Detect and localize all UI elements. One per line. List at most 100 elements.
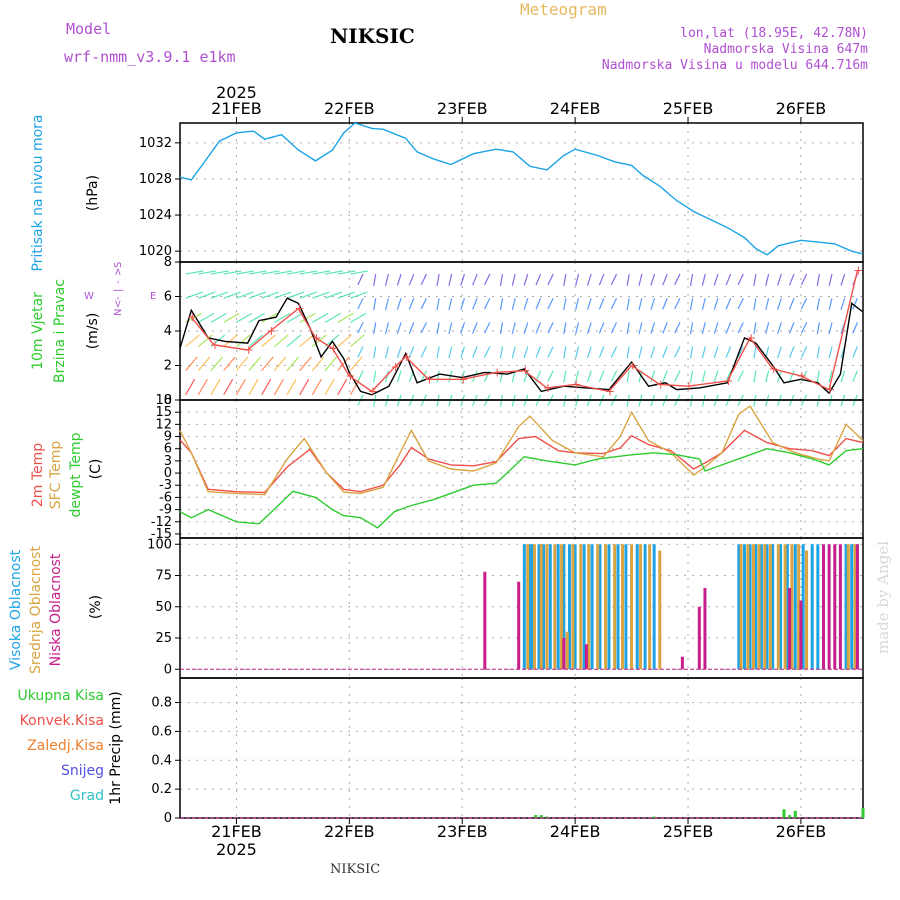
wind-barb — [248, 334, 264, 347]
y-tick-label: 18 — [155, 393, 172, 408]
bar — [658, 550, 662, 670]
wind-barb — [650, 322, 656, 334]
gust-mark: + — [390, 360, 400, 374]
wind-barb — [248, 378, 259, 396]
gust-mark: + — [571, 377, 581, 391]
panel-frame — [179, 399, 864, 539]
panel-frame — [179, 261, 864, 401]
wind-barb — [725, 346, 732, 358]
bar — [604, 544, 608, 670]
x-tick-label-top: 21FEB — [211, 99, 262, 118]
wind-barb — [396, 273, 402, 286]
wind-barb — [523, 322, 529, 334]
wind-barb — [210, 312, 227, 323]
wind-barb — [210, 378, 221, 396]
bar — [630, 544, 634, 670]
bar — [785, 544, 789, 670]
bar — [596, 544, 600, 670]
model-elevation-label: Nadmorska Visina u modelu 644.716m — [601, 58, 868, 73]
x-tick-label-bottom: 23FEB — [437, 822, 488, 841]
wind-barb — [210, 356, 224, 372]
y-axis-label: 2m Temp — [30, 443, 46, 507]
wind-barb — [586, 370, 592, 383]
wind-barb — [610, 297, 618, 310]
wind-barb — [626, 273, 630, 286]
bar — [526, 544, 530, 670]
bar — [853, 544, 857, 670]
model-name: wrf-nmm_v3.9.1 e1km — [64, 48, 236, 66]
bar — [560, 544, 564, 670]
wind-barb — [273, 334, 289, 347]
bar — [639, 544, 643, 670]
elevation-label: Nadmorska Visina 647m — [703, 42, 868, 57]
wind-barb — [765, 298, 770, 311]
wind-barb — [408, 322, 415, 334]
wind-barb — [626, 298, 630, 311]
bar — [759, 544, 763, 670]
wind-barb — [349, 356, 363, 372]
wind-barb — [286, 356, 300, 372]
wind-barb — [816, 322, 820, 335]
wind-barb — [701, 322, 706, 335]
wind-barb — [852, 370, 858, 383]
wind-barb — [235, 356, 249, 372]
wind-barb — [420, 370, 427, 382]
wind-barb — [511, 298, 516, 311]
wind-barb — [286, 378, 297, 396]
y-tick-label: 0 — [164, 393, 172, 408]
wind-barb — [185, 270, 204, 275]
wind-barb — [701, 298, 706, 311]
wind-barb — [828, 298, 833, 311]
wind-barb — [261, 334, 276, 347]
gust-mark: + — [628, 359, 638, 373]
wind-barb — [575, 322, 580, 335]
gust-mark: + — [656, 377, 666, 391]
compass-east: E — [150, 291, 156, 302]
wind-barb — [547, 370, 554, 382]
wind-barb — [357, 370, 364, 382]
wind-barb — [662, 370, 668, 383]
wind-barb — [396, 370, 402, 383]
wind-barb — [765, 273, 770, 286]
y-tick-label: 1032 — [139, 136, 172, 151]
wind-barb — [248, 291, 267, 299]
wind-barb — [408, 273, 415, 286]
wind-barb — [816, 298, 820, 311]
wind-barb — [436, 273, 440, 286]
wind-barb — [198, 312, 215, 323]
wind-barb — [840, 273, 846, 286]
wind-barb — [563, 322, 567, 335]
bar — [754, 544, 758, 670]
wind-barb — [662, 298, 668, 310]
gust-mark: + — [187, 310, 197, 324]
wind-barb — [547, 273, 554, 286]
bar — [553, 544, 557, 670]
bar — [793, 810, 797, 818]
compass-glyph: N — [113, 309, 124, 316]
bar — [782, 809, 786, 818]
bar — [562, 638, 566, 670]
wind-barb — [384, 370, 390, 383]
wind-barb — [373, 370, 377, 383]
bar — [530, 544, 534, 670]
wind-barb — [499, 322, 504, 335]
bar — [801, 544, 805, 670]
wind-barb — [261, 291, 279, 299]
gust-mark: + — [295, 302, 305, 316]
wind-barb — [420, 322, 427, 334]
wind-barb — [248, 312, 265, 323]
series-line — [179, 122, 864, 256]
gust-mark: + — [345, 369, 355, 383]
wind-barb — [436, 370, 440, 383]
wind-barb — [650, 370, 656, 383]
wind-barb — [396, 346, 402, 359]
bar — [537, 544, 541, 670]
wind-barb — [586, 346, 592, 359]
wind-barb — [713, 298, 719, 310]
wind-barb — [713, 370, 719, 383]
gust-mark: + — [797, 369, 807, 383]
wind-barb — [384, 298, 390, 311]
wind-barb — [210, 291, 229, 299]
gust-mark: + — [543, 381, 553, 395]
